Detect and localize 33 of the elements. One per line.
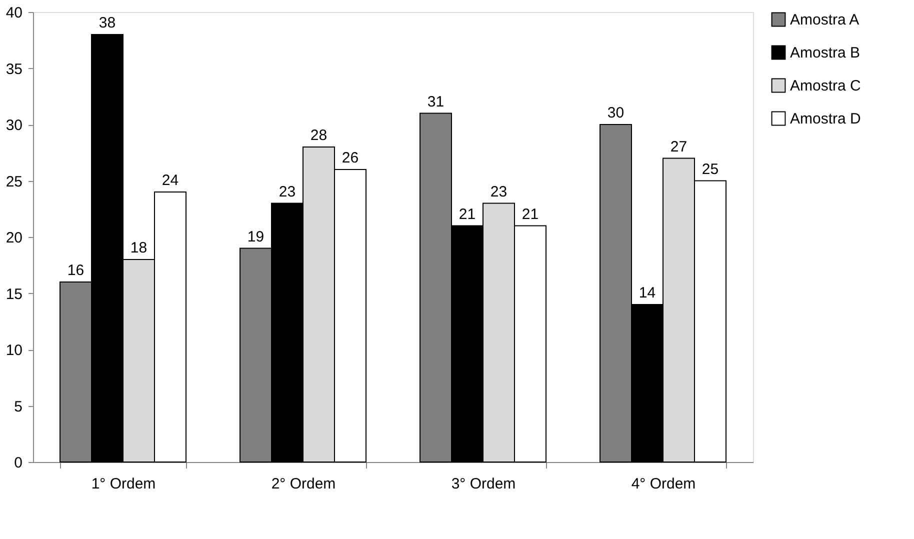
- x-tick-label: 2° Ordem: [271, 476, 336, 492]
- data-label: 30: [607, 104, 624, 122]
- y-tick-label: 10: [6, 342, 22, 359]
- y-tick-label: 25: [6, 173, 22, 190]
- data-label: 24: [162, 172, 179, 189]
- data-label: 27: [670, 138, 688, 156]
- y-tick-label: 40: [6, 4, 22, 22]
- data-label: 23: [490, 183, 508, 200]
- data-label: 18: [130, 240, 148, 256]
- x-tick-label: 1° Ordem: [91, 476, 156, 492]
- legend-label: Amostra C: [790, 78, 862, 94]
- data-label: 14: [638, 284, 656, 302]
- data-label: 31: [427, 93, 444, 110]
- data-label: 16: [67, 262, 84, 279]
- y-tick-label: 35: [6, 60, 22, 78]
- legend-label: Amostra A: [790, 12, 860, 28]
- data-label: 26: [342, 150, 359, 166]
- x-tick-label: 3° Ordem: [451, 476, 516, 492]
- data-label: 25: [702, 160, 719, 178]
- data-label: 23: [278, 183, 296, 200]
- y-tick-label: 5: [14, 398, 22, 416]
- legend-label: Amostra D: [790, 110, 862, 128]
- data-label: 21: [522, 206, 539, 223]
- legend-label: Amostra B: [790, 44, 860, 62]
- y-tick-label: 0: [14, 454, 22, 472]
- data-label: 19: [247, 228, 264, 246]
- y-tick-label: 20: [6, 230, 22, 246]
- data-label: 38: [98, 14, 116, 32]
- data-label: 21: [458, 206, 476, 223]
- data-label: 28: [310, 127, 328, 144]
- y-tick-label: 30: [6, 117, 22, 134]
- x-tick-label: 4° Ordem: [631, 476, 696, 492]
- y-tick-label: 15: [6, 286, 22, 303]
